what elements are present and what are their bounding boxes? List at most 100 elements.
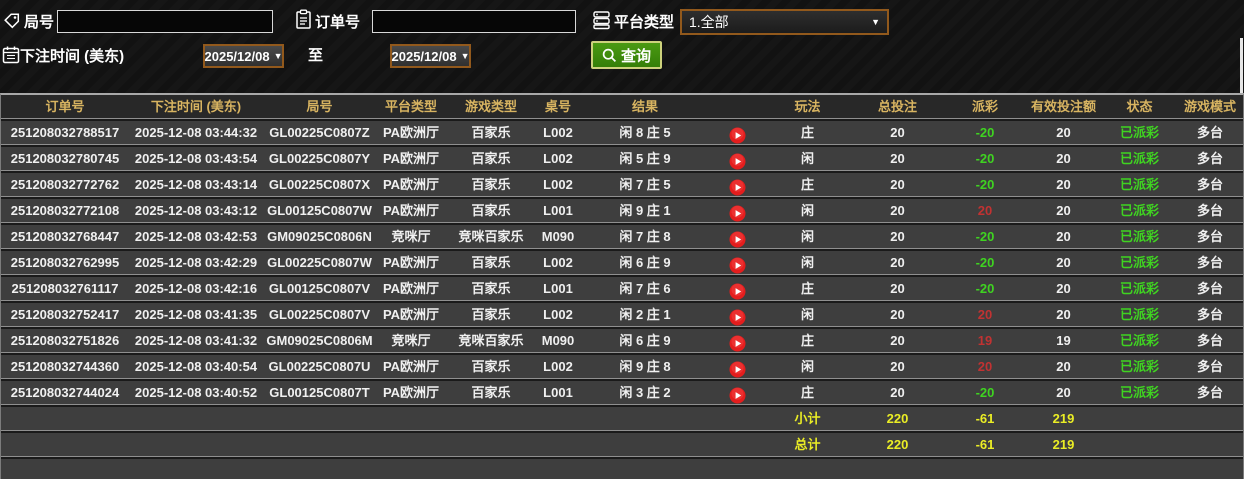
cell-payout: -20 <box>975 177 995 192</box>
query-button[interactable]: 查询 <box>591 41 663 69</box>
platform-type-select[interactable]: 1.全部 ▼ <box>680 9 889 35</box>
cell-video <box>710 329 765 352</box>
date-from-picker[interactable]: 2025/12/08 ▼ <box>203 44 284 68</box>
cell-round-no: GL00225C0807U <box>268 359 371 374</box>
cell-payout: 20 <box>977 203 993 218</box>
cell-platform: PA欧洲厅 <box>382 125 440 140</box>
cell-game-mode: 多台 <box>1196 203 1223 218</box>
cell-valid-bet: 20 <box>1056 359 1071 374</box>
header-round-no: 局号 <box>306 99 333 114</box>
play-video-button[interactable] <box>729 127 746 144</box>
header-play-type: 玩法 <box>794 99 821 114</box>
cell-valid-bet: 20 <box>1056 177 1071 192</box>
round-no-input[interactable] <box>57 10 273 33</box>
cell-video <box>710 381 765 404</box>
cell-order-no: 251208032761117 <box>11 281 119 296</box>
header-payout: 派彩 <box>971 99 998 114</box>
cell-result: 闲 9 庄 8 <box>619 359 671 374</box>
play-video-button[interactable] <box>729 153 746 170</box>
cell-payout: 20 <box>977 359 993 374</box>
cell-total-bet: 20 <box>890 307 905 322</box>
play-video-button[interactable] <box>729 179 746 196</box>
cell-result: 闲 9 庄 1 <box>619 203 671 218</box>
cell-video <box>710 303 765 326</box>
subtotal-row: 小计 220 -61 219 <box>1 407 1243 431</box>
total-label: 总计 <box>794 437 821 452</box>
play-video-button[interactable] <box>729 387 746 404</box>
cell-video <box>710 225 765 248</box>
play-video-button[interactable] <box>729 231 746 248</box>
cell-play-type: 闲 <box>800 307 814 322</box>
cell-status: 已派彩 <box>1119 177 1159 192</box>
cell-order-no: 251208032768447 <box>10 229 120 244</box>
cell-play-type: 庄 <box>800 177 814 192</box>
cell-round-no: GL00225C0807W <box>267 255 372 270</box>
cell-platform: PA欧洲厅 <box>382 307 440 322</box>
header-total-bet: 总投注 <box>877 99 917 114</box>
play-video-button[interactable] <box>729 205 746 222</box>
cell-order-no: 251208032752417 <box>10 307 120 322</box>
cell-status: 已派彩 <box>1119 125 1159 140</box>
order-no-input[interactable] <box>372 10 576 33</box>
cell-platform: PA欧洲厅 <box>382 255 440 270</box>
table-row: 251208032751826 2025-12-08 03:41:32 GM09… <box>1 329 1243 353</box>
cell-bet-time: 2025-12-08 03:43:54 <box>134 151 258 166</box>
play-video-button[interactable] <box>729 335 746 352</box>
cell-platform: PA欧洲厅 <box>382 203 440 218</box>
cell-total-bet: 20 <box>890 125 905 140</box>
filter-bar: 局号 订单号 平台类型 1.全部 ▼ 下注时间 (美东) 2025/12/08 … <box>0 0 1244 100</box>
cell-table-no: L001 <box>543 281 573 296</box>
cell-valid-bet: 20 <box>1056 255 1071 270</box>
cell-play-type: 庄 <box>800 125 814 140</box>
empty-row-filler <box>1 459 1243 479</box>
cell-bet-time: 2025-12-08 03:42:29 <box>134 255 258 270</box>
cell-platform: 竞咪厅 <box>391 229 431 244</box>
cell-table-no: L002 <box>543 151 573 166</box>
table-row: 251208032768447 2025-12-08 03:42:53 GM09… <box>1 225 1243 249</box>
cell-payout: -20 <box>975 229 995 244</box>
cell-video <box>710 199 765 222</box>
cell-platform: PA欧洲厅 <box>382 281 440 296</box>
cell-game-mode: 多台 <box>1196 177 1223 192</box>
server-stack-icon <box>592 10 610 30</box>
play-video-button[interactable] <box>729 361 746 378</box>
header-valid-bet: 有效投注额 <box>1030 99 1096 114</box>
cell-total-bet: 20 <box>890 333 905 348</box>
table-row: 251208032752417 2025-12-08 03:41:35 GL00… <box>1 303 1243 327</box>
cell-round-no: GL00225C0807Y <box>268 151 371 166</box>
cell-video <box>710 173 765 196</box>
play-video-button[interactable] <box>729 283 746 300</box>
calendar-icon <box>2 45 20 64</box>
cell-valid-bet: 20 <box>1056 307 1071 322</box>
cell-video <box>710 277 765 300</box>
cell-bet-time: 2025-12-08 03:43:12 <box>134 203 258 218</box>
cell-total-bet: 20 <box>890 385 905 400</box>
scrollbar-thumb[interactable] <box>1240 38 1243 100</box>
cell-game-mode: 多台 <box>1196 307 1223 322</box>
header-table-no: 桌号 <box>544 99 571 114</box>
table-header-row: 订单号 下注时间 (美东) 局号 平台类型 游戏类型 桌号 结果 玩法 总投注 … <box>1 95 1243 119</box>
cell-payout: -20 <box>975 125 995 140</box>
cell-status: 已派彩 <box>1119 255 1159 270</box>
cell-order-no: 251208032744360 <box>10 359 120 374</box>
cell-status: 已派彩 <box>1119 281 1159 296</box>
cell-play-type: 庄 <box>800 281 814 296</box>
cell-game-type: 百家乐 <box>471 359 511 374</box>
cell-platform: PA欧洲厅 <box>382 177 440 192</box>
cell-game-type: 百家乐 <box>471 281 511 296</box>
cell-table-no: L001 <box>543 385 573 400</box>
cell-valid-bet: 20 <box>1056 385 1071 400</box>
cell-valid-bet: 20 <box>1056 203 1071 218</box>
header-game-mode: 游戏模式 <box>1183 99 1236 114</box>
cell-round-no: GM09025C0806N <box>267 229 372 244</box>
play-video-button[interactable] <box>729 257 746 274</box>
play-video-button[interactable] <box>729 309 746 326</box>
subtotal-bet: 220 <box>886 411 909 426</box>
cell-platform: 竞咪厅 <box>391 333 431 348</box>
cell-play-type: 庄 <box>800 385 814 400</box>
table-row: 251208032772762 2025-12-08 03:43:14 GL00… <box>1 173 1243 197</box>
chevron-down-icon: ▼ <box>460 51 470 61</box>
date-to-picker[interactable]: 2025/12/08 ▼ <box>390 44 471 68</box>
table-row: 251208032744024 2025-12-08 03:40:52 GL00… <box>1 381 1243 405</box>
cell-game-mode: 多台 <box>1196 281 1223 296</box>
